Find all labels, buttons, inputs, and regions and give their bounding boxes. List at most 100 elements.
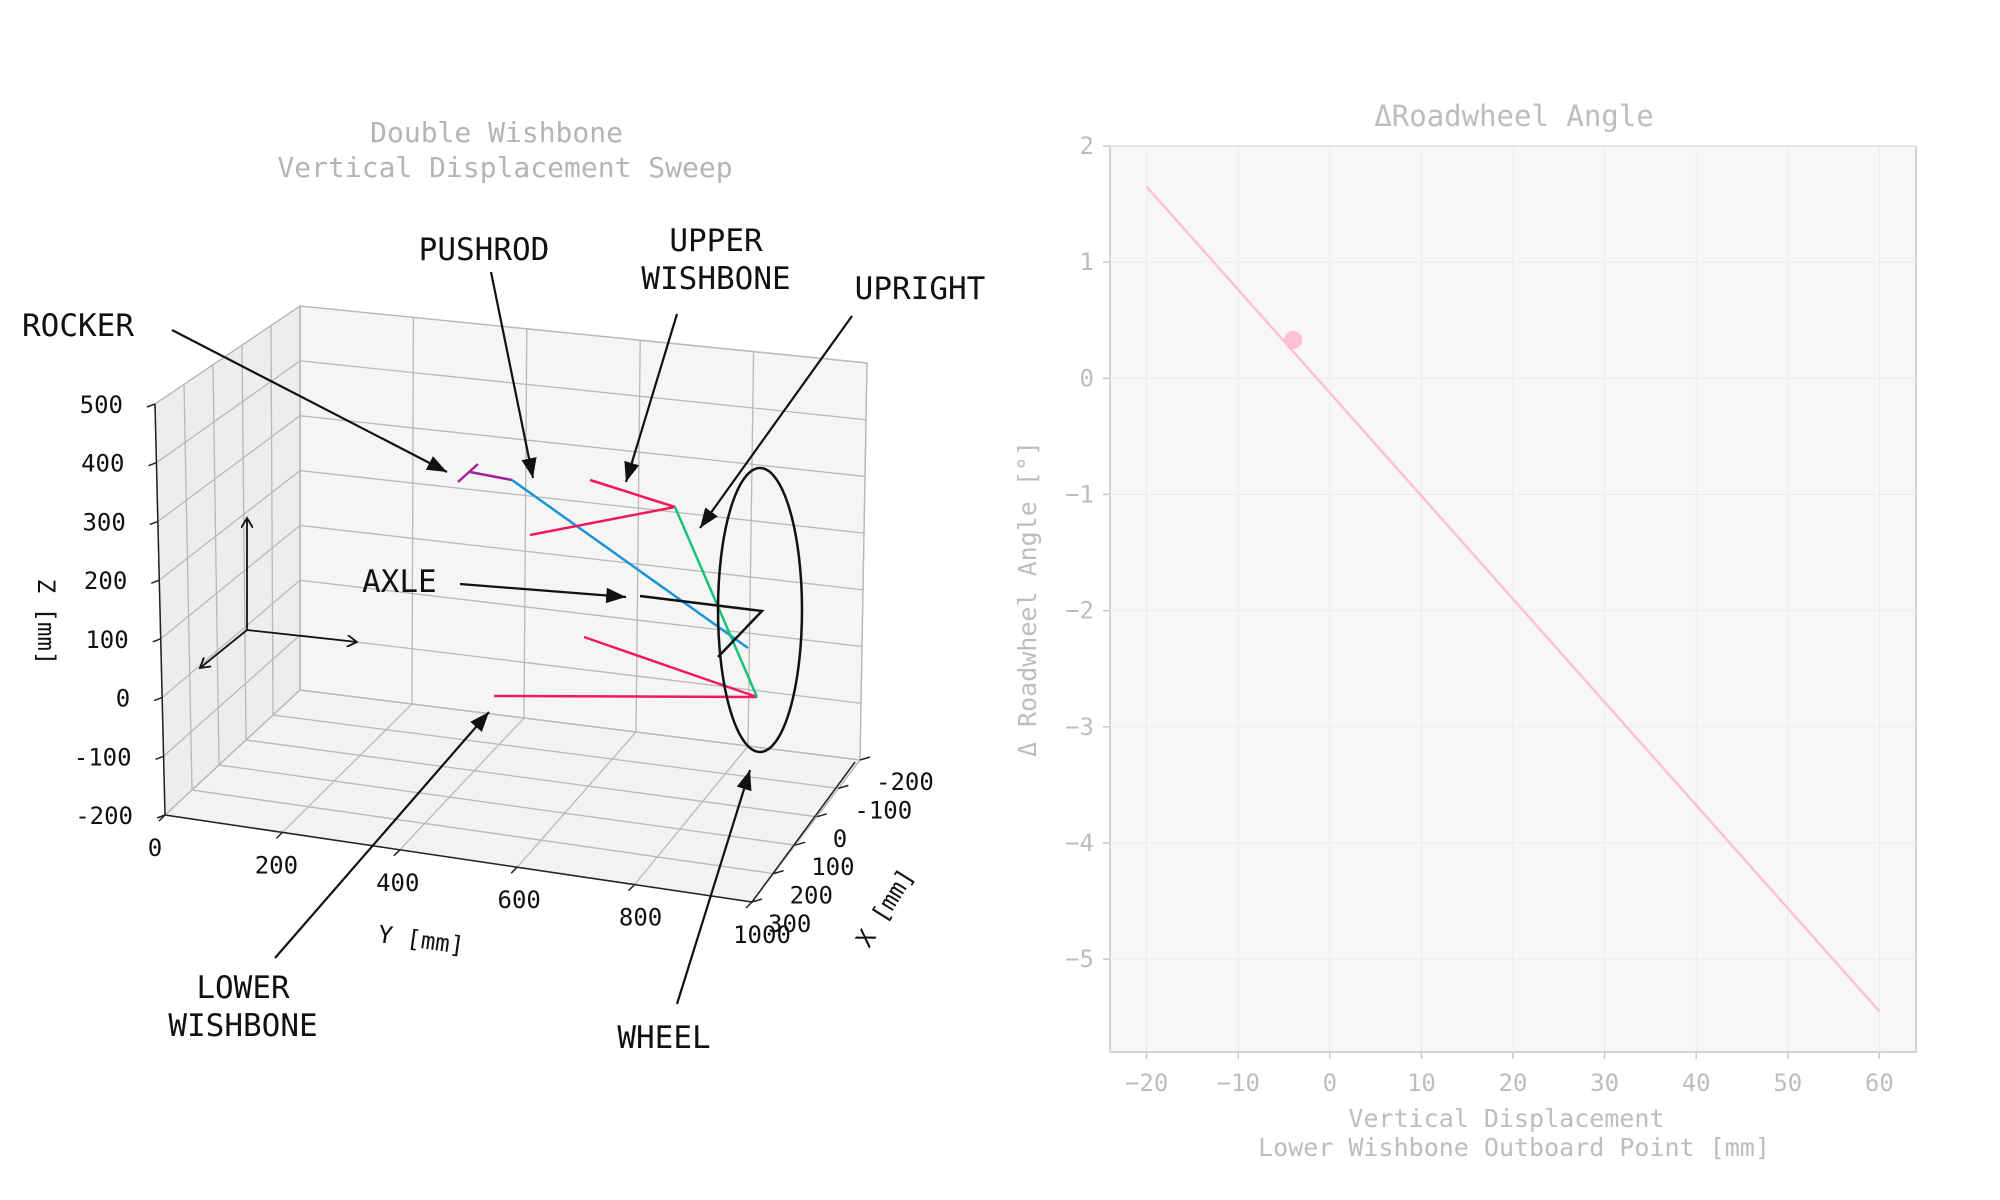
x-gridline [183, 384, 774, 875]
x-gridline [270, 325, 839, 790]
y-tick-label: −3 [1065, 713, 1094, 741]
x-tick-label: 40 [1682, 1069, 1711, 1097]
rocker-line [457, 463, 479, 483]
lower-wishbone-callout-text: WISHBONE [168, 1008, 317, 1044]
chart-2d-ylabel: Δ Roadwheel Angle [°] [1013, 441, 1042, 757]
z-tick-label: 0 [116, 685, 130, 713]
y-tick-label: 400 [376, 869, 419, 897]
x-axis-label: X [mm] [850, 864, 920, 952]
x-tick-label: 0 [833, 825, 847, 853]
x-tick-label: 0 [1323, 1069, 1337, 1097]
rocker-arm [469, 470, 513, 482]
chart-3d-axes [154, 403, 856, 903]
chart-2d-xlabel: Vertical Displacement Lower Wishbone Out… [1258, 1104, 1770, 1162]
y-tick-label: 1 [1080, 248, 1094, 276]
x-tick-mark [816, 813, 828, 818]
z-tick-mark [153, 696, 163, 702]
lower-wishbone-callout-label: LOWER WISHBONE [168, 970, 317, 1044]
y-axis-line [164, 814, 753, 903]
wheel-ellipse [716, 466, 804, 754]
back-pane [299, 305, 868, 761]
z-tick-mark [155, 755, 164, 760]
x-tick-label: -200 [876, 768, 934, 796]
upper-wishbone-callout-arrow [624, 313, 679, 483]
axle-line [639, 594, 765, 658]
y-tick-label: 2 [1080, 132, 1094, 160]
x-tick-label: 60 [1865, 1069, 1894, 1097]
z-tick-label: -100 [74, 743, 132, 771]
z-tick-label: 200 [84, 567, 127, 595]
rocker-callout-arrow [171, 329, 448, 473]
y-tick-label: 0 [148, 834, 162, 862]
pushrod-line [511, 478, 749, 650]
lower-wishbone-callout-text: LOWER [196, 970, 290, 1006]
x-tick-mark [794, 841, 806, 846]
z-tick-mark [148, 462, 157, 467]
chart-2d-title: ΔRoadwheel Angle [1374, 99, 1653, 133]
triad-x-arrow [200, 629, 248, 668]
pushrod-callout-arrow [489, 271, 537, 479]
z-tick-mark [151, 579, 160, 584]
y-tick-label: 1000 [733, 921, 791, 949]
y-tick-mark [745, 901, 753, 909]
x-tick-label: 30 [1590, 1069, 1619, 1097]
axle-callout-arrow [459, 582, 627, 604]
current-position-marker [1284, 330, 1303, 349]
wheel-callout-arrow [675, 769, 752, 1005]
z-tick-mark [149, 520, 159, 526]
x-tick-label: 300 [768, 910, 811, 938]
axle-callout-text: AXLE [362, 564, 437, 600]
y-tick-label: −4 [1065, 829, 1094, 857]
upper-wishbone-callout-label: UPPER WISHBONE [641, 223, 790, 297]
chart-2d-grid [1110, 145, 1916, 1052]
z-tick-mark [152, 638, 161, 643]
x-tick-mark [859, 756, 871, 761]
y-tick-label: 600 [498, 886, 541, 914]
upper-wishbone-callout-text: WISHBONE [641, 261, 790, 297]
x-tick-mark [751, 898, 763, 903]
y-tick-label: −2 [1065, 597, 1094, 625]
chart-3d-geometry [200, 463, 804, 754]
y-tick-label: 200 [255, 851, 298, 879]
chart-3d-panes [154, 304, 868, 903]
x-tick-label: −20 [1125, 1069, 1168, 1097]
lower-wishbone-callout-arrow [274, 711, 490, 959]
x-tick-label: 10 [1407, 1069, 1436, 1097]
x-tick-label: 100 [811, 853, 854, 881]
z-tick-label: 100 [85, 626, 128, 654]
z-axis-label: Z [mm] [32, 579, 60, 666]
z-tick-label: -200 [75, 802, 133, 830]
y-tick-label: 800 [619, 904, 662, 932]
chart-2d: ΔRoadwheel Angle −20 −10 0 10 20 30 40 50 60210−… [1013, 99, 1917, 1162]
x-tick-label: 20 [1499, 1069, 1528, 1097]
upper-wishbone-callout-text: UPPER [669, 223, 763, 259]
x-gridline [299, 306, 861, 761]
z-tick-label: 400 [81, 450, 124, 478]
x-axis-line [751, 761, 856, 903]
y-axis-label: Y [mm] [376, 920, 466, 960]
axle-callout-label: AXLE [362, 564, 437, 600]
chart-3d: Double Wishbone Vertical Displacement Sw… [22, 116, 985, 1056]
y-tick-mark [510, 866, 518, 874]
upright-callout-arrow [699, 315, 853, 529]
x-tick-mark [773, 869, 784, 875]
x-gridline [241, 345, 817, 818]
chart-3d-ticks: 5004003002001000-100-2000200400600800100… [74, 391, 934, 949]
upright-line [673, 506, 759, 698]
y-tick-mark [628, 884, 636, 892]
upright-callout-label: UPRIGHT [855, 271, 986, 307]
y-tick-mark [275, 831, 283, 839]
series-line [1145, 185, 1881, 1013]
upright-callout-text: UPRIGHT [855, 271, 986, 307]
x-gridline [212, 364, 796, 846]
y-tick-label: −5 [1065, 945, 1094, 973]
x-tick-label: 200 [790, 882, 833, 910]
triad-y-arrow [246, 629, 357, 642]
z-tick-mark [146, 403, 156, 408]
rocker-callout-text: ROCKER [22, 308, 134, 344]
pushrod-callout-label: PUSHROD [419, 232, 550, 268]
y-tick-label: 0 [1080, 364, 1094, 392]
